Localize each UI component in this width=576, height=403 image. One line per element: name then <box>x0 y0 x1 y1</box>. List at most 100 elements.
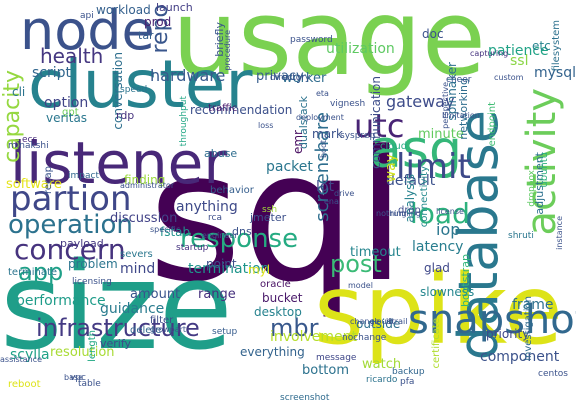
word-discussion: discussion <box>110 211 178 226</box>
word-deployment: deployment <box>296 113 344 122</box>
word-jmeter: jmeter <box>250 211 287 224</box>
word-glad: glad <box>424 261 450 275</box>
word-drop: drop <box>398 205 421 216</box>
word-prod: prod <box>144 15 172 29</box>
word-operation: operation <box>8 210 133 240</box>
word-nochange: nochange <box>342 333 387 343</box>
word-asg: asg <box>370 120 462 180</box>
word-cluster: cluster <box>28 46 253 123</box>
word-latency: latency <box>412 239 464 255</box>
word-recommendation: recommendation <box>190 103 293 117</box>
word-centos: centos <box>538 369 568 379</box>
word-terminate: terminate <box>8 267 58 278</box>
word-endpoint: endpoint <box>487 102 498 147</box>
word-cloud: cloud <box>380 141 408 152</box>
word-frame: frame <box>512 297 554 313</box>
word-lb: lb <box>386 317 394 326</box>
word-minakshi: minakshi <box>8 141 49 151</box>
word-worker: worker <box>282 71 327 86</box>
word-bootstrap: bootstrap <box>459 254 472 308</box>
word-software: software <box>6 177 62 192</box>
word-administrator: administrator <box>120 181 175 190</box>
word-partion: partion <box>10 179 132 219</box>
word-myl: myl <box>248 263 271 277</box>
word-option: option <box>44 95 89 111</box>
word-script: script <box>32 65 72 81</box>
word-amount: amount <box>130 287 181 302</box>
word-perspective: perspective <box>441 82 450 129</box>
word-default: default <box>386 173 436 189</box>
word-point: point <box>206 257 237 271</box>
word-cli: cli <box>12 85 26 99</box>
word-desktop: desktop <box>254 305 302 319</box>
word-abuse: abuse <box>204 147 238 160</box>
word-node: node <box>20 0 155 62</box>
word-specific: specific <box>150 225 181 234</box>
word-loss: loss <box>258 121 274 130</box>
word-custom: custom <box>494 73 524 82</box>
word-iop: iop <box>436 220 461 239</box>
word-vignesh: vignesh <box>330 99 366 109</box>
word-ena: ena <box>324 197 339 206</box>
word-gpt: gpt <box>62 107 79 118</box>
word-connectivity: connectivity <box>419 166 430 228</box>
word-ricardo: ricardo <box>366 375 398 385</box>
word-workload: workload <box>96 3 151 17</box>
word-model: model <box>348 281 373 290</box>
word-instance: instance <box>555 216 564 250</box>
word-utc: utc <box>354 107 405 145</box>
word-length: length <box>87 330 98 362</box>
word-component: component <box>480 349 560 365</box>
word-severs: severs <box>120 249 153 260</box>
word-engineer: engineer <box>202 231 238 240</box>
word-license: license <box>436 207 464 216</box>
word-privacy: privacy <box>256 69 304 84</box>
word-mysql: mysql <box>534 65 576 81</box>
word-communication: communication <box>369 76 383 169</box>
word-fstab: fstab <box>160 225 191 239</box>
word-utilization: utilization <box>326 41 395 57</box>
word-hardware: hardware <box>150 66 226 85</box>
word-ssl: ssl <box>510 53 529 69</box>
word-gateway: gateway <box>386 92 455 111</box>
word-response: response <box>180 224 299 254</box>
word-traffic: traffic <box>208 103 238 114</box>
word-termination: termination <box>188 261 270 277</box>
word-infrastructure: infrastructure <box>36 314 200 342</box>
word-tar: tar <box>138 29 154 42</box>
word-verify: verify <box>100 337 132 350</box>
word-sysprep: sysprep <box>340 131 376 141</box>
word-minute: minute <box>418 127 464 142</box>
word-screenshot: screenshot <box>280 393 330 403</box>
word-snapshot: snapshot <box>408 297 576 343</box>
word-change: change <box>350 317 380 326</box>
word-timeout: timeout <box>350 245 401 260</box>
word-behavior: behavior <box>210 185 254 196</box>
word-everything: everything <box>240 345 305 359</box>
word-running: running <box>390 209 421 218</box>
word-concern: concern <box>14 233 126 266</box>
word-usage: usage <box>172 0 486 99</box>
word-limitation: limitation <box>442 111 480 120</box>
word-outside: outside <box>356 317 401 331</box>
word-setup: setup <box>212 327 238 337</box>
word-anything: anything <box>176 199 238 215</box>
word-launch: launch <box>156 1 193 14</box>
word-watch: watch <box>362 357 402 372</box>
word-password: password <box>290 35 333 45</box>
word-finding: finding <box>124 173 166 187</box>
word-post: post <box>330 250 382 278</box>
word-dns: dns <box>232 225 252 238</box>
word-startup: startup <box>176 243 209 253</box>
word-resolution: resolution <box>50 345 115 360</box>
word-problem: problem <box>68 257 118 271</box>
word-procedure: procedure <box>223 30 232 71</box>
word-vpc: vpc <box>70 373 86 383</box>
word-eta: eta <box>316 89 329 98</box>
word-capturing: capturing <box>470 49 509 58</box>
word-slowness: slowness <box>420 285 475 299</box>
word-cloudtrail: cloudtrail <box>370 317 408 326</box>
word-base: base <box>64 373 84 382</box>
word-shruti: shruti <box>508 231 534 241</box>
